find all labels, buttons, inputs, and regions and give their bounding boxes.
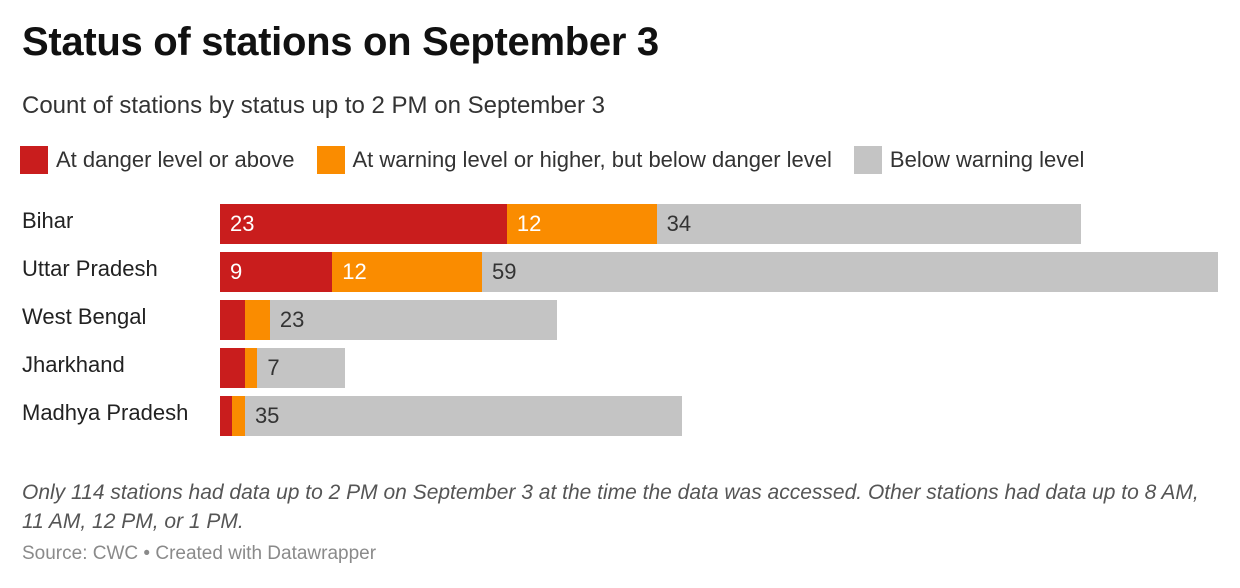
bar-segment-below: 59 bbox=[481, 252, 1218, 292]
legend-swatch-below bbox=[853, 146, 882, 174]
legend-item-warning: At warning level or higher, but below da… bbox=[316, 146, 832, 174]
category-label: Uttar Pradesh bbox=[22, 256, 158, 281]
bar-segment-danger bbox=[220, 348, 245, 388]
legend-item-below: Below warning level bbox=[853, 146, 1085, 174]
bar-segment-below: 35 bbox=[244, 396, 682, 436]
bar-segment-below: 23 bbox=[269, 300, 557, 340]
bar-segment-warning bbox=[232, 396, 245, 436]
stacked-bar: 7 bbox=[220, 348, 345, 388]
data-label: 7 bbox=[267, 355, 280, 380]
legend-item-danger: At danger level or above bbox=[20, 146, 295, 174]
legend-label-danger: At danger level or above bbox=[56, 147, 295, 172]
bar-segment-warning bbox=[244, 348, 258, 388]
data-label: 12 bbox=[516, 211, 542, 236]
bar-row: Uttar Pradesh 9 12 59 bbox=[0, 252, 1240, 292]
data-label: 12 bbox=[342, 259, 367, 284]
chart-subtitle: Count of stations by status up to 2 PM o… bbox=[22, 92, 605, 119]
bar-segment-danger bbox=[220, 300, 245, 340]
source-credit: Source: CWC • Created with Datawrapper bbox=[22, 543, 377, 564]
bar-segment-danger: 23 bbox=[220, 204, 507, 244]
data-label: 23 bbox=[230, 211, 255, 236]
bar-row: Madhya Pradesh 35 bbox=[0, 396, 1240, 436]
legend-swatch-danger bbox=[20, 146, 48, 174]
bar-segment-warning bbox=[244, 300, 270, 340]
data-label: 23 bbox=[279, 307, 305, 332]
bar-segment-below: 34 bbox=[656, 204, 1081, 244]
category-label: Bihar bbox=[22, 208, 74, 233]
data-label: 34 bbox=[666, 211, 692, 236]
data-label: 59 bbox=[491, 259, 517, 284]
legend: At danger level or above At warning leve… bbox=[20, 146, 1106, 174]
category-label: Madhya Pradesh bbox=[22, 400, 189, 425]
legend-swatch-warning bbox=[316, 146, 345, 174]
bar-segment-warning: 12 bbox=[332, 252, 482, 292]
data-label: 9 bbox=[230, 259, 243, 284]
stacked-bar: 23 12 34 bbox=[220, 204, 1081, 244]
bar-row: Bihar 23 12 34 bbox=[0, 204, 1240, 244]
bar-segment-danger: 9 bbox=[220, 252, 333, 292]
legend-label-warning: At warning level or higher, but below da… bbox=[352, 147, 832, 172]
bar-segment-danger bbox=[220, 396, 233, 436]
footnote: Only 114 stations had data up to 2 PM on… bbox=[22, 481, 1199, 533]
legend-label-below: Below warning level bbox=[889, 147, 1085, 172]
bar-segment-warning: 12 bbox=[506, 204, 657, 244]
category-label: Jharkhand bbox=[22, 352, 125, 377]
stacked-bar: 35 bbox=[220, 396, 682, 436]
chart-title: Status of stations on September 3 bbox=[22, 20, 659, 64]
bar-row: West Bengal 23 bbox=[0, 300, 1240, 340]
stacked-bar: 23 bbox=[220, 300, 557, 340]
data-label: 35 bbox=[254, 403, 280, 428]
stacked-bar: 9 12 59 bbox=[220, 252, 1218, 292]
category-label: West Bengal bbox=[22, 304, 147, 329]
bar-row: Jharkhand 7 bbox=[0, 348, 1240, 388]
bar-segment-below: 7 bbox=[257, 348, 345, 388]
